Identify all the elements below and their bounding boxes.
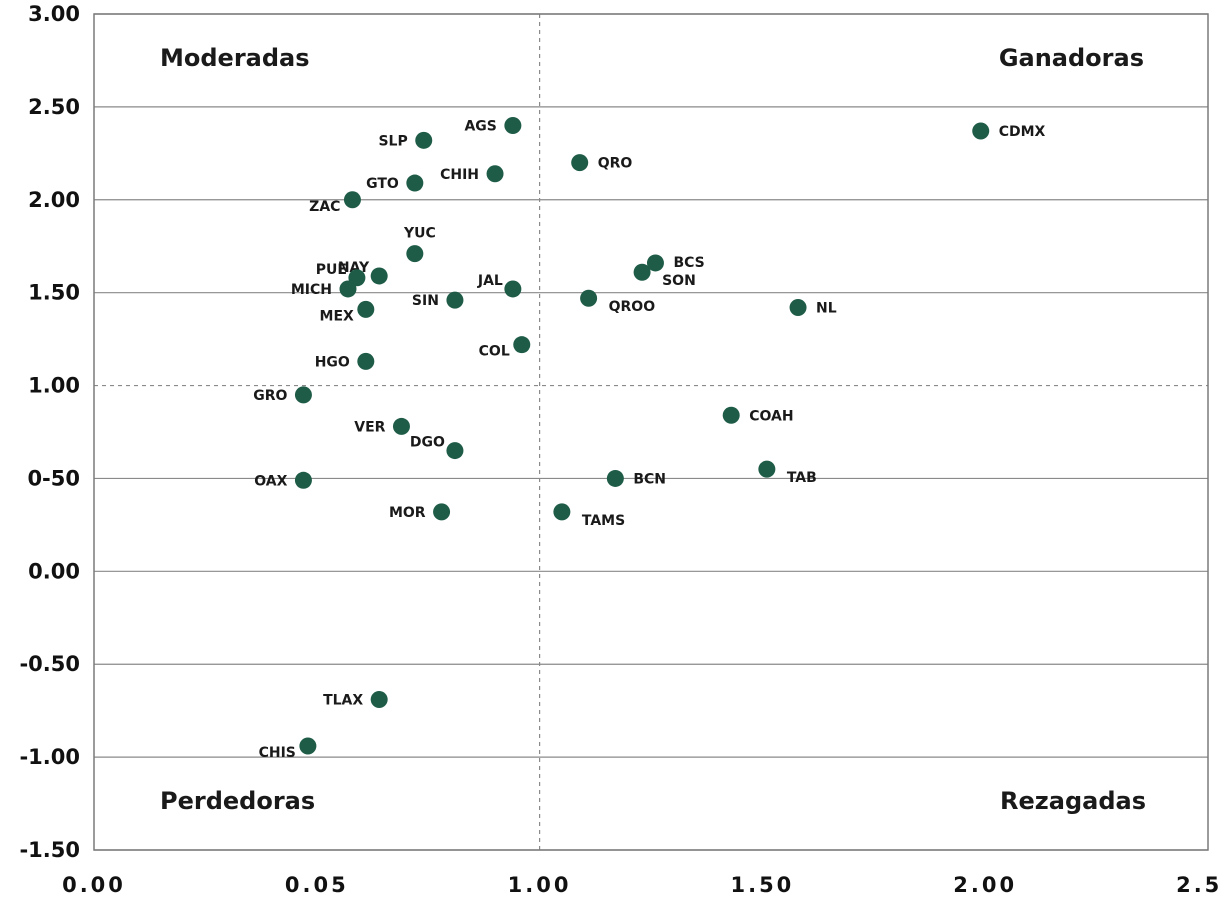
point-label-oax: OAX [254, 473, 287, 489]
point-label-tams: TAMS [582, 513, 625, 529]
point-label-col: COL [479, 344, 510, 360]
point-label-gto: GTO [366, 176, 399, 192]
point-mor [433, 503, 451, 521]
point-ver [392, 417, 410, 435]
point-label-zac: ZAC [309, 199, 340, 215]
point-jal [504, 280, 522, 298]
x-tick-label: 0.05 [285, 873, 349, 897]
y-tick-label: -1.50 [19, 838, 80, 862]
point-gro [294, 386, 312, 404]
y-tick-label: 1.50 [28, 281, 80, 305]
point-label-coah: COAH [749, 408, 793, 424]
point-label-bcs: BCS [673, 255, 704, 271]
point-chih [486, 165, 504, 183]
point-label-bcn: BCN [633, 471, 666, 487]
point-label-mich: MICH [291, 282, 332, 298]
y-tick-label: 2.00 [28, 188, 80, 212]
x-tick-label: 1.00 [508, 873, 572, 897]
point-label-jal: JAL [477, 273, 503, 289]
x-tick-label: 2.00 [953, 873, 1017, 897]
y-tick-label: 3.00 [28, 2, 80, 26]
point-col [513, 336, 531, 354]
point-zac [343, 191, 361, 209]
y-axis-ticks: 3.00 2.50 2.00 1.50 1.00 0-50 0.00 -0.50 -1.00 -1… [19, 2, 80, 862]
point-tlax [370, 691, 388, 709]
x-tick-label: 2.50 [1176, 873, 1218, 897]
y-tick-label: 0.00 [28, 559, 80, 583]
point-nl [789, 299, 807, 317]
point-label-mor: MOR [389, 505, 426, 521]
point-gto [406, 174, 424, 192]
quadrant-labels: Moderadas Ganadoras Perdedoras Rezagadas [160, 44, 1146, 815]
point-label-dgo: DGO [410, 435, 445, 451]
point-sin [446, 291, 464, 309]
point-bcs [646, 254, 664, 272]
point-label-gro: GRO [253, 388, 287, 404]
point-cdmx [972, 122, 990, 140]
point-qroo [580, 289, 598, 307]
point-label-son: SON [662, 273, 696, 289]
point-label-cdmx: CDMX [999, 124, 1046, 140]
point-label-nl: NL [816, 301, 837, 317]
point-mich [339, 280, 357, 298]
point-label-qroo: QROO [609, 299, 656, 315]
plot-frame [93, 13, 1209, 851]
point-ags [504, 116, 522, 134]
x-axis-ticks: 0.00 0.05 1.00 1.50 2.00 2.50 [62, 873, 1218, 897]
point-label-tlax: TLAX [323, 693, 363, 709]
point-label-yuc: YUC [403, 226, 436, 242]
data-points: CDMXAGSSLPQROCHIHGTOZACYUCBCSSONNAYPUEMI… [253, 116, 1046, 761]
quadrant-label-bottom-right: Rezagadas [1000, 787, 1146, 815]
quadrant-label-top-left: Moderadas [160, 44, 310, 72]
point-label-slp: SLP [378, 133, 407, 149]
point-nay [370, 267, 388, 285]
point-tab [758, 460, 776, 478]
point-label-mex: MEX [320, 308, 354, 324]
point-label-chih: CHIH [440, 167, 479, 183]
point-coah [722, 406, 740, 424]
point-label-sin: SIN [412, 293, 439, 309]
y-tick-label: 0-50 [27, 466, 80, 490]
point-bcn [606, 469, 624, 487]
y-tick-label: 2.50 [28, 95, 80, 119]
point-label-ags: AGS [464, 118, 496, 134]
y-tick-label: 1.00 [28, 374, 80, 398]
point-chis [299, 737, 317, 755]
point-label-qro: QRO [598, 156, 633, 172]
point-oax [294, 471, 312, 489]
x-tick-label: 1.50 [730, 873, 794, 897]
point-son [633, 263, 651, 281]
point-label-tab: TAB [787, 470, 817, 486]
point-yuc [406, 245, 424, 263]
point-qro [571, 154, 589, 172]
point-label-hgo: HGO [315, 354, 350, 370]
point-dgo [446, 442, 464, 460]
x-tick-label: 0.00 [62, 873, 126, 897]
point-label-pue: PUE [316, 262, 347, 278]
y-tick-label: -1.00 [19, 745, 80, 769]
quadrant-label-top-right: Ganadoras [999, 44, 1144, 72]
quadrant-label-bottom-left: Perdedoras [160, 787, 315, 815]
point-mex [357, 300, 375, 318]
reference-lines [94, 14, 1208, 850]
point-label-ver: VER [354, 419, 385, 435]
point-slp [415, 131, 433, 149]
point-label-chis: CHIS [259, 745, 296, 761]
point-hgo [357, 352, 375, 370]
y-tick-label: -0.50 [19, 652, 80, 676]
point-tams [553, 503, 571, 521]
